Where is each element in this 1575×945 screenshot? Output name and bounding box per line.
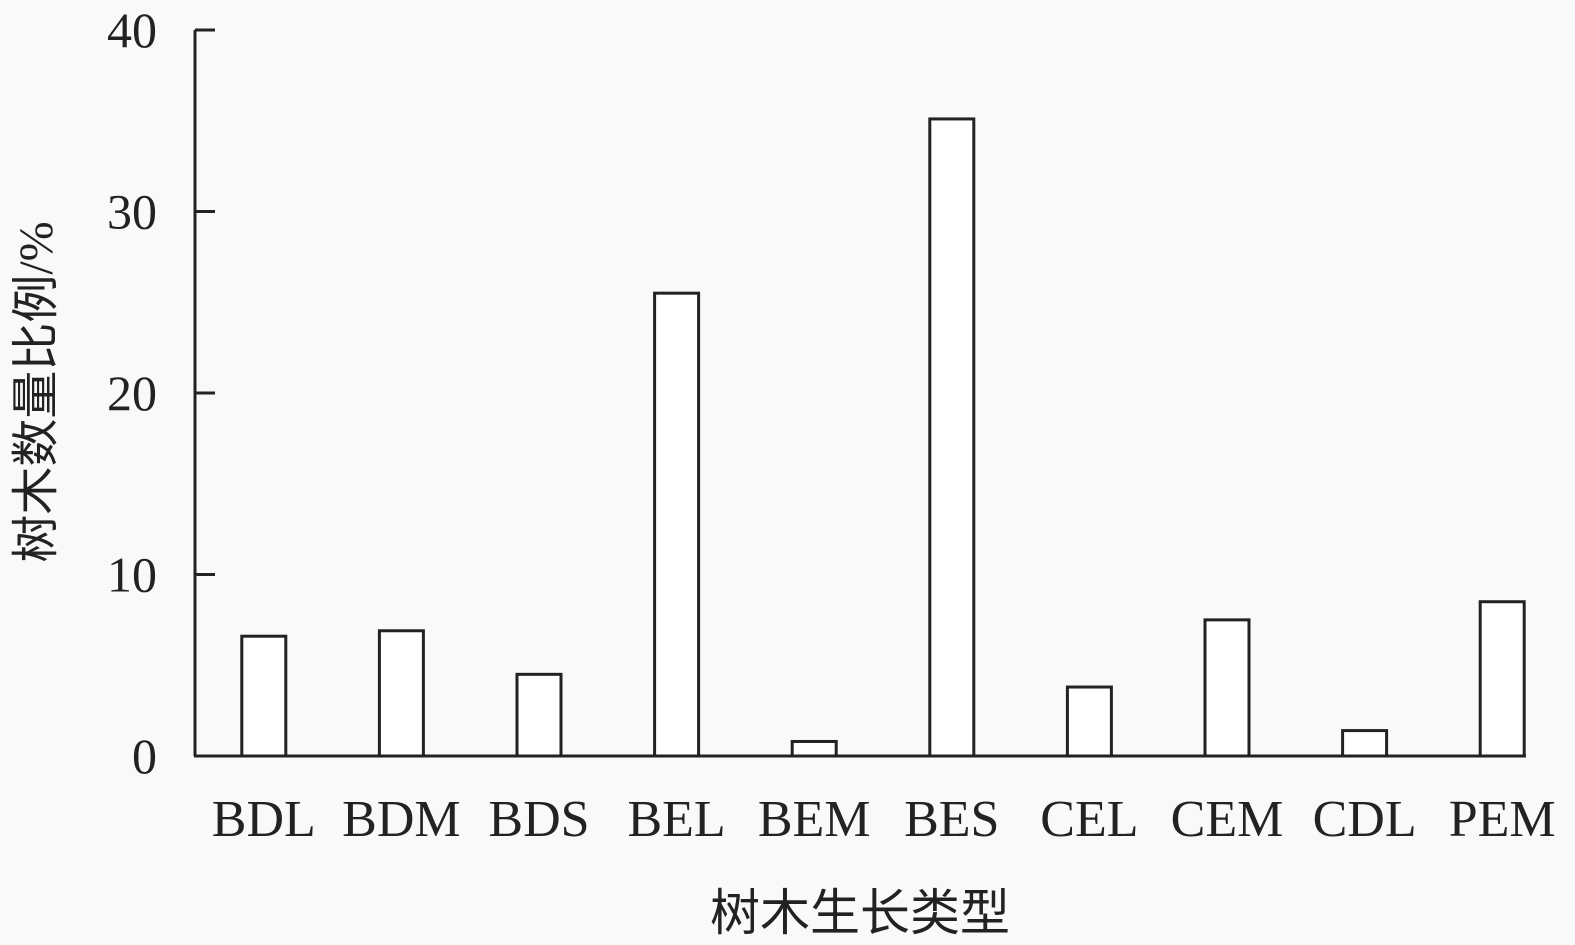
y-tick-label: 20 <box>107 365 157 421</box>
bar-bdl <box>240 634 288 758</box>
y-axis-label: 树木数量比例/% <box>10 221 63 562</box>
bar-bel <box>653 291 701 758</box>
y-tick-label: 10 <box>107 547 157 603</box>
bar-cem <box>1203 618 1251 758</box>
bar-bdm <box>377 629 425 758</box>
bar-cdl <box>1341 729 1389 758</box>
x-tick-label: BDS <box>488 791 589 848</box>
y-tick-label: 40 <box>107 2 157 58</box>
x-tick-label: BDM <box>342 791 460 848</box>
x-axis-label: 树木生长类型 <box>710 885 1010 941</box>
x-tick-label: BDL <box>212 791 316 848</box>
y-tick-label: 0 <box>132 728 157 784</box>
y-tick-label: 30 <box>107 184 157 240</box>
x-tick-label: PEM <box>1449 791 1556 848</box>
x-tick-label: BEL <box>627 791 725 848</box>
x-tick-label: BES <box>904 791 999 848</box>
bar-bes <box>928 117 976 758</box>
x-tick-label: BEM <box>758 791 871 848</box>
x-tick-label: CDL <box>1313 791 1417 848</box>
bar-bem <box>790 739 838 758</box>
bar-cel <box>1065 685 1113 758</box>
bar-bds <box>515 672 563 758</box>
bar-pem <box>1478 600 1526 758</box>
x-tick-label: CEL <box>1040 791 1138 848</box>
x-tick-label: CEM <box>1171 791 1284 848</box>
